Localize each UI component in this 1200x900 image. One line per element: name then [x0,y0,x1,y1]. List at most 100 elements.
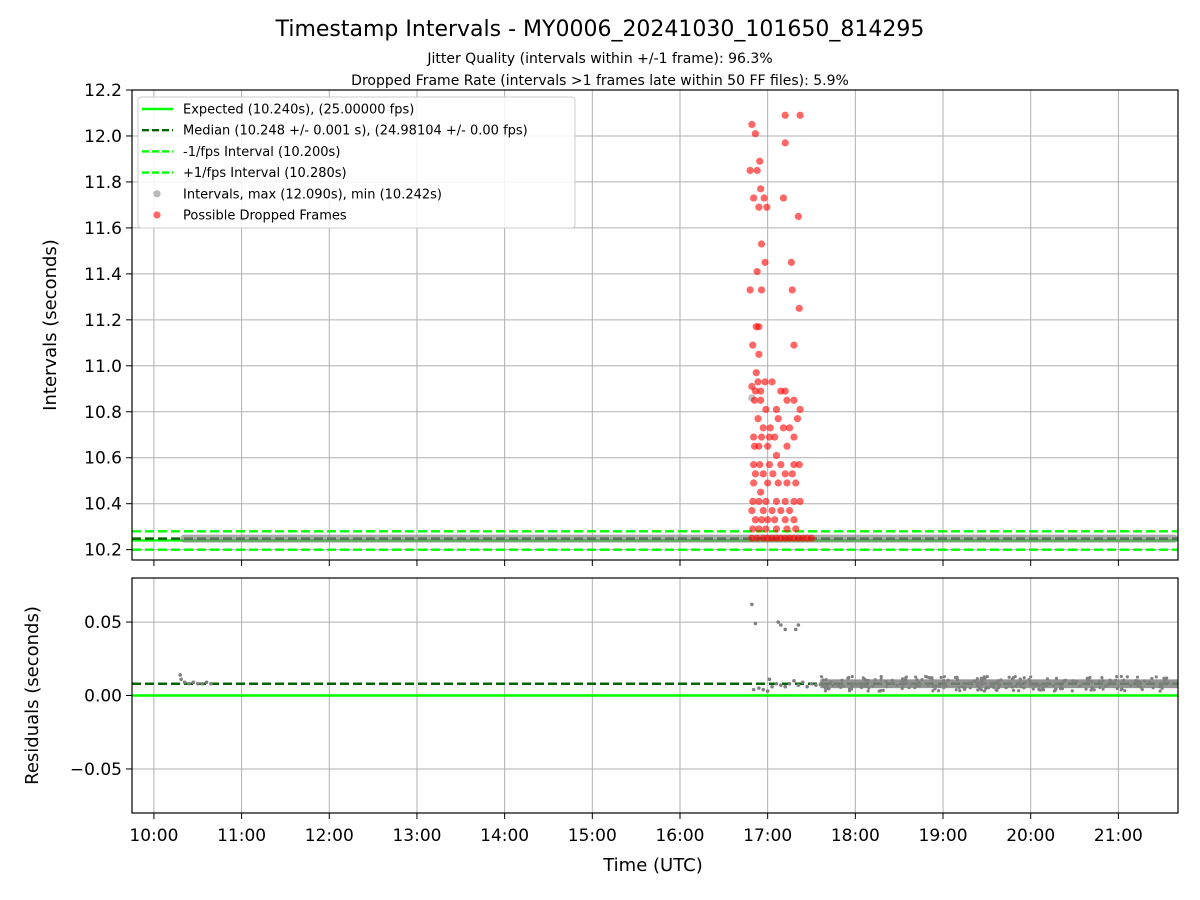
dropped-frame-point-58 [764,442,772,450]
residual-band-dot-176 [1031,687,1035,691]
residual-band-dot-149 [976,688,980,692]
residual-band-dot-185 [871,684,875,688]
residual-band-dot-182 [1007,675,1011,679]
top-y-tick-label-0: 10.2 [84,541,122,561]
dropped-frame-point-90 [751,516,759,524]
residual-band-dot-107 [1033,683,1037,687]
residual-band-dot-134 [1147,680,1152,684]
residual-band-dot-150 [1136,684,1140,688]
residual-band-dot-220 [954,688,958,692]
residual-point-16 [765,689,770,693]
residual-point-7 [204,680,209,685]
residual-band-dot-163 [982,689,986,693]
dropped-frame-point-97 [755,525,763,533]
residual-point-14 [793,627,798,632]
residual-band-dot-233 [823,689,827,693]
residual-point-18 [770,684,774,689]
residual-point-5 [195,681,200,686]
residual-band-dot-133 [933,687,937,691]
residual-band-dot-244 [999,678,1003,682]
dropped-frame-point-60 [783,442,791,450]
residual-band-dot-69 [821,678,825,682]
dropped-frame-point-71 [788,470,796,478]
residual-band-dot-197 [968,686,972,690]
residual-band-dot-192 [984,685,989,690]
dropped-frame-point-47 [766,424,774,432]
residual-point-24 [796,683,801,688]
top-y-tick-label-2: 10.6 [84,449,122,469]
dropped-frame-point-91 [757,516,766,524]
residual-band-dot-88 [1013,674,1017,679]
residual-band-dot-256 [942,679,946,683]
residual-band-dot-252 [1158,689,1162,693]
dropped-frame-point-80 [762,497,770,505]
residual-band-dot-193 [1098,685,1102,689]
residual-band-dot-20 [944,684,948,688]
residual-band-dot-118 [963,686,967,690]
residual-point-22 [787,681,792,686]
residual-point-28 [814,683,818,688]
dropped-frame-point-18 [746,286,754,294]
residual-point-20 [779,683,783,688]
residual-band-dot-240 [1158,685,1162,689]
residual-band-dot-54 [1054,676,1059,680]
dropped-frame-point-59 [772,451,781,460]
dropped-frame-point-1 [751,130,759,138]
residual-band-dot-108 [1115,686,1119,691]
top-y-tick-label-10: 12.2 [84,81,122,101]
residual-band-dot-51 [1139,685,1143,689]
dropped-frame-point-82 [781,497,789,505]
residual-point-10 [753,621,758,626]
top-y-axis-label: Intervals (seconds) [40,239,61,411]
legend-label-5: Possible Dropped Frames [183,209,347,224]
dropped-frame-point-25 [749,341,757,349]
residual-band-dot-115 [840,678,844,682]
residual-band-dot-138 [1162,680,1166,684]
dropped-frame-point-16 [761,258,769,266]
residual-band-dot-114 [936,689,941,693]
bottom-x-tick-label-2: 12:00 [305,826,354,846]
dropped-frame-point-22 [795,304,803,312]
residual-point-9 [750,602,754,607]
residual-band-dot-224 [904,675,908,679]
residual-band-dot-216 [879,677,883,682]
dropped-frame-point-33 [761,378,769,386]
residual-band-dot-245 [1027,678,1031,682]
residual-band-dot-212 [926,683,930,688]
residual-band-dot-155 [1011,688,1016,692]
residual-band-dot-181 [996,681,1000,685]
dropped-frame-point-76 [783,479,791,487]
residual-band-dot-44 [914,675,918,679]
dropped-frame-point-2 [746,166,754,175]
dropped-frame-point-32 [757,387,765,395]
bottom-x-tick-label-11: 21:00 [1094,826,1143,846]
dropped-frame-point-12 [781,139,789,147]
residual-band-dot-89 [1045,677,1050,681]
residual-band-dot-74 [846,676,850,680]
bottom-x-tick-label-6: 16:00 [655,826,704,846]
residual-band-dot-27 [979,688,983,692]
residual-band-dot-140 [1017,681,1021,685]
dropped-frame-point-102 [748,534,756,542]
residual-band-dot-146 [953,675,958,680]
top-y-tick-label-5: 11.2 [84,311,122,331]
residual-band-dot-250 [957,685,961,690]
dropped-frame-point-64 [777,461,785,469]
top-y-tick-label-4: 11.0 [84,357,122,377]
residual-band-dot-103 [831,683,835,687]
residual-band-dot-206 [977,681,981,685]
top-y-tick-label-9: 12.0 [84,127,122,147]
residual-band-dot-81 [861,676,865,680]
residual-band-dot-247 [900,686,904,691]
top-y-tick-label-8: 11.8 [84,173,122,193]
residual-band-dot-87 [1100,676,1104,680]
dropped-frame-point-9 [763,203,771,211]
dropped-frame-point-21 [788,286,796,294]
residual-band-dot-251 [930,675,934,680]
dropped-frame-point-15 [757,240,766,248]
residual-band-dot-198 [1097,679,1101,683]
residual-point-4 [191,680,196,685]
dropped-frame-point-3 [756,157,764,165]
dropped-frame-point-17 [753,267,761,276]
